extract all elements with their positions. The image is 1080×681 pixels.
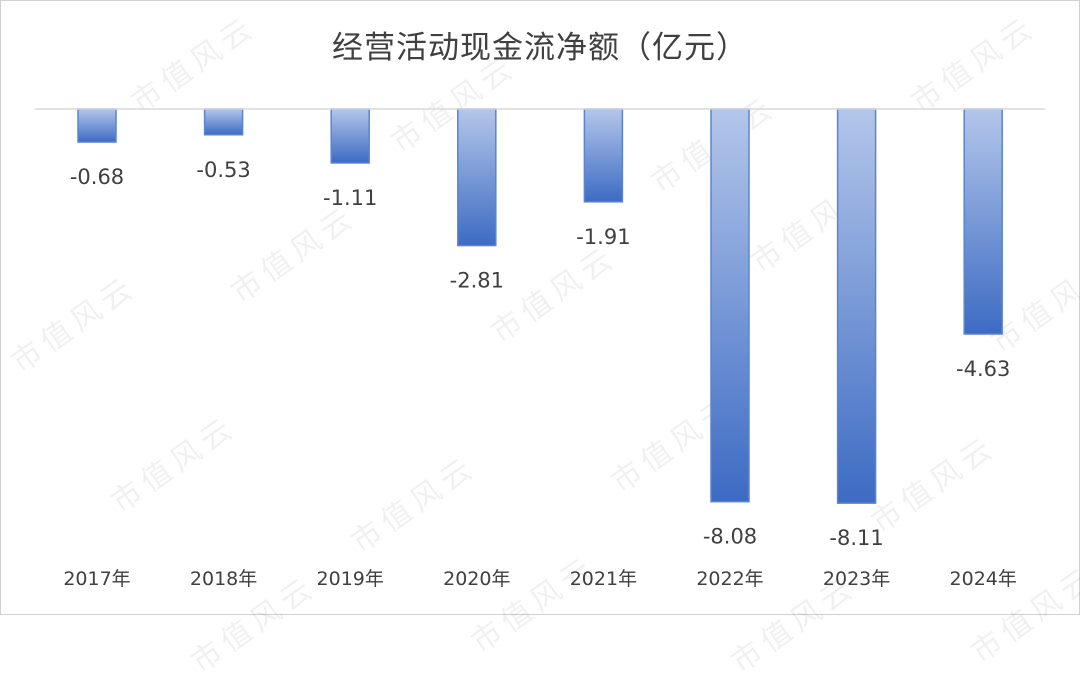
bar-2021年 — [583, 108, 624, 203]
data-label: -0.53 — [196, 158, 250, 182]
x-tick-label: 2019年 — [317, 568, 384, 590]
bar-2024年 — [963, 108, 1003, 335]
x-tick-label: 2023年 — [823, 568, 890, 590]
data-label: -1.91 — [576, 225, 630, 249]
bar-2020年 — [457, 108, 497, 247]
x-tick-label: 2020年 — [443, 568, 510, 590]
bar-2018年 — [203, 108, 244, 136]
chart-title: 经营活动现金流净额（亿元） — [332, 30, 748, 66]
bar-2017年 — [77, 108, 117, 143]
data-label: -0.68 — [70, 165, 124, 189]
data-label: -8.11 — [829, 526, 883, 550]
x-tick-label: 2024年 — [950, 568, 1017, 590]
data-label: -8.08 — [703, 525, 757, 549]
bar-2023年 — [836, 108, 877, 504]
x-tick-label: 2021年 — [570, 568, 637, 590]
data-label: -4.63 — [956, 357, 1010, 381]
bar-2022年 — [710, 108, 750, 503]
bar-2019年 — [330, 108, 370, 164]
data-label: -2.81 — [450, 269, 504, 293]
x-tick-label: 2017年 — [63, 568, 130, 590]
x-tick-label: 2018年 — [190, 568, 257, 590]
data-label: -1.11 — [323, 186, 377, 210]
bar-chart: -0.68 2017年 -0.53 2018年 -1.11 2019年 -2.81 2020年… — [35, 108, 1045, 590]
x-tick-label: 2022年 — [696, 568, 763, 590]
